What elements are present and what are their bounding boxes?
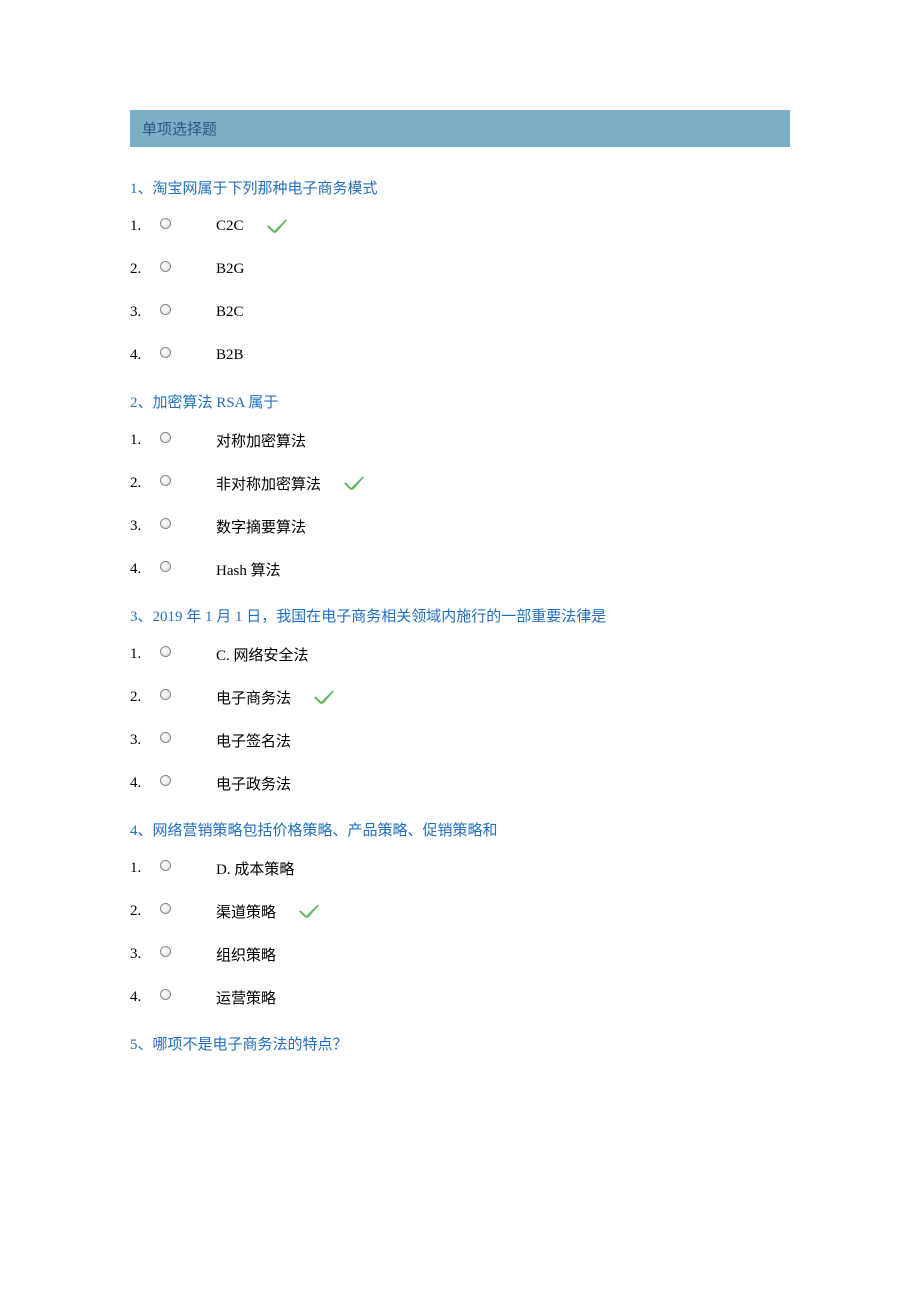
radio-wrap [160,521,216,532]
radio-button[interactable] [160,860,171,871]
option-row: 3. 电子签名法 [130,726,790,754]
option-text: 渠道策略 [216,901,276,922]
option-number: 2. [130,261,160,278]
option-text: 运营策略 [216,987,276,1008]
checkmark-icon [343,474,365,492]
radio-wrap [160,949,216,960]
option-text: C2C [216,218,244,235]
radio-button[interactable] [160,732,171,743]
radio-wrap [160,307,216,318]
radio-button[interactable] [160,347,171,358]
radio-button[interactable] [160,646,171,657]
option-row: 4. B2B [130,341,790,369]
radio-button[interactable] [160,689,171,700]
radio-button[interactable] [160,218,171,229]
option-row: 1. D. 成本策略 [130,854,790,882]
option-row: 4. 电子政务法 [130,769,790,797]
radio-button[interactable] [160,561,171,572]
question-block: 1、淘宝网属于下列那种电子商务模式 1. C2C 2. B2G 3. B2C 4. B2B [130,177,790,369]
option-row: 2. 非对称加密算法 [130,469,790,497]
option-row: 4. 运营策略 [130,983,790,1011]
radio-wrap [160,264,216,275]
radio-wrap [160,735,216,746]
radio-button[interactable] [160,775,171,786]
question-block: 4、网络营销策略包括价格策略、产品策略、促销策略和 1. D. 成本策略 2. 渠道策略… [130,819,790,1011]
option-number: 3. [130,304,160,321]
option-text: C. 网络安全法 [216,644,309,665]
radio-wrap [160,221,216,232]
option-number: 4. [130,347,160,364]
question-title: 1、淘宝网属于下列那种电子商务模式 [130,177,790,198]
radio-wrap [160,564,216,575]
question-block: 2、加密算法 RSA 属于 1. 对称加密算法 2. 非对称加密算法 3. 数字摘要算法 4… [130,391,790,583]
radio-wrap [160,863,216,874]
question-title: 5、哪项不是电子商务法的特点？ [130,1033,790,1054]
radio-button[interactable] [160,261,171,272]
question-title: 2、加密算法 RSA 属于 [130,391,790,412]
option-number: 2. [130,475,160,492]
option-number: 4. [130,775,160,792]
option-number: 2. [130,689,160,706]
radio-wrap [160,649,216,660]
section-header: 单项选择题 [130,110,790,147]
option-text: B2C [216,304,244,321]
radio-button[interactable] [160,946,171,957]
checkmark-icon [298,902,320,920]
option-text: B2G [216,261,244,278]
option-text: D. 成本策略 [216,858,294,879]
option-row: 1. 对称加密算法 [130,426,790,454]
option-number: 3. [130,732,160,749]
question-title: 3、2019 年 1 月 1 日，我国在电子商务相关领域内施行的一部重要法律是 [130,605,790,626]
option-number: 3. [130,946,160,963]
radio-button[interactable] [160,304,171,315]
radio-wrap [160,906,216,917]
radio-button[interactable] [160,989,171,1000]
option-number: 1. [130,218,160,235]
radio-wrap [160,435,216,446]
option-text: 对称加密算法 [216,430,306,451]
radio-button[interactable] [160,518,171,529]
section-header-text: 单项选择题 [142,122,217,138]
radio-wrap [160,992,216,1003]
radio-wrap [160,478,216,489]
radio-wrap [160,778,216,789]
option-text: 电子商务法 [216,687,291,708]
option-text: 电子签名法 [216,730,291,751]
option-row: 2. 渠道策略 [130,897,790,925]
option-number: 1. [130,432,160,449]
radio-button[interactable] [160,432,171,443]
radio-button[interactable] [160,903,171,914]
checkmark-icon [266,217,288,235]
option-number: 3. [130,518,160,535]
option-row: 4. Hash 算法 [130,555,790,583]
option-number: 1. [130,646,160,663]
radio-wrap [160,350,216,361]
option-row: 2. 电子商务法 [130,683,790,711]
radio-wrap [160,692,216,703]
option-text: B2B [216,347,244,364]
option-row: 3. B2C [130,298,790,326]
option-row: 2. B2G [130,255,790,283]
option-row: 1. C2C [130,212,790,240]
option-text: Hash 算法 [216,559,281,580]
option-text: 组织策略 [216,944,276,965]
option-row: 1. C. 网络安全法 [130,640,790,668]
option-number: 2. [130,903,160,920]
question-title: 4、网络营销策略包括价格策略、产品策略、促销策略和 [130,819,790,840]
option-text: 数字摘要算法 [216,516,306,537]
option-number: 4. [130,989,160,1006]
option-number: 4. [130,561,160,578]
option-row: 3. 数字摘要算法 [130,512,790,540]
question-block: 3、2019 年 1 月 1 日，我国在电子商务相关领域内施行的一部重要法律是 1… [130,605,790,797]
option-number: 1. [130,860,160,877]
option-row: 3. 组织策略 [130,940,790,968]
radio-button[interactable] [160,475,171,486]
questions-container: 1、淘宝网属于下列那种电子商务模式 1. C2C 2. B2G 3. B2C 4. B2B 2、… [130,177,790,1054]
checkmark-icon [313,688,335,706]
question-block: 5、哪项不是电子商务法的特点？ [130,1033,790,1054]
option-text: 非对称加密算法 [216,473,321,494]
option-text: 电子政务法 [216,773,291,794]
